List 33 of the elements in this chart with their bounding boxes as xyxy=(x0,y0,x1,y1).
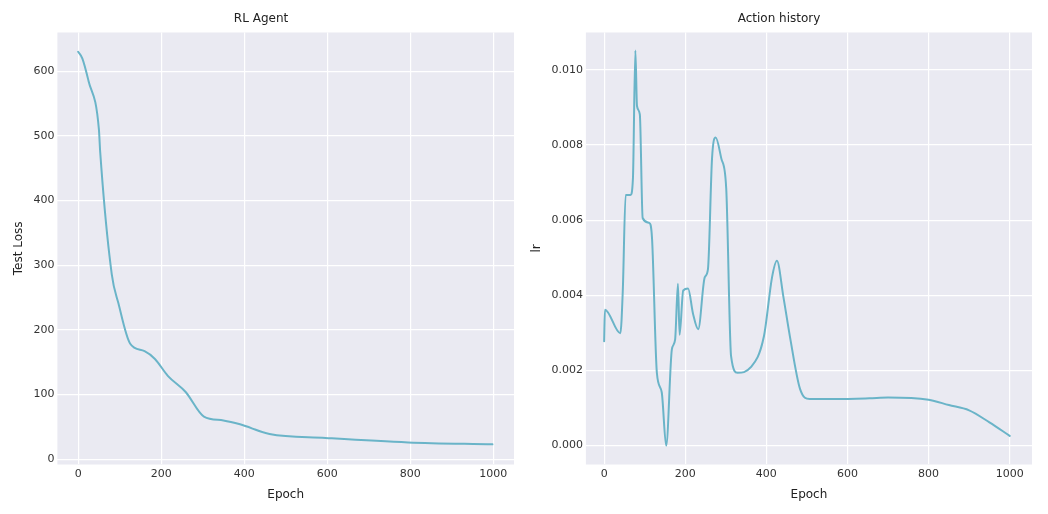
y-tick-label: 500 xyxy=(33,128,55,142)
y-tick-label: 400 xyxy=(33,193,55,207)
x-tick-label: 1000 xyxy=(995,466,1024,480)
line-series xyxy=(603,49,1011,447)
x-tick-label: 800 xyxy=(399,466,421,480)
chart-title: Action history xyxy=(737,11,821,26)
y-tick-label: 300 xyxy=(33,258,55,272)
y-tick-label: 0.000 xyxy=(551,438,583,452)
y-axis-title: lr xyxy=(529,244,544,253)
y-tick-label: 200 xyxy=(33,322,55,336)
y-tick-label: 100 xyxy=(33,387,55,401)
line-series xyxy=(77,50,494,446)
x-tick-label: 600 xyxy=(316,466,338,480)
y-tick-label: 0.008 xyxy=(551,137,583,151)
chart-title: RL Agent xyxy=(233,11,289,26)
y-tick-label: 0.010 xyxy=(551,62,583,76)
x-tick-label: 200 xyxy=(150,466,172,480)
x-tick-label: 400 xyxy=(233,466,255,480)
y-tick-label: 0 xyxy=(47,452,55,466)
x-tick-label: 200 xyxy=(674,466,696,480)
x-axis-title: Epoch xyxy=(790,486,828,501)
y-tick-label: 600 xyxy=(33,64,55,78)
x-tick-label: 0 xyxy=(74,466,82,480)
x-tick-label: 400 xyxy=(755,466,777,480)
y-tick-label: 0.004 xyxy=(551,288,583,302)
x-tick-label: 800 xyxy=(918,466,940,480)
x-axis-title: Epoch xyxy=(267,486,305,501)
y-tick-label: 0.002 xyxy=(551,363,583,377)
y-tick-label: 0.006 xyxy=(551,213,583,227)
x-tick-label: 0 xyxy=(600,466,608,480)
x-tick-label: 1000 xyxy=(479,466,508,480)
y-axis-title: Test Loss xyxy=(11,221,26,277)
x-tick-label: 600 xyxy=(836,466,858,480)
